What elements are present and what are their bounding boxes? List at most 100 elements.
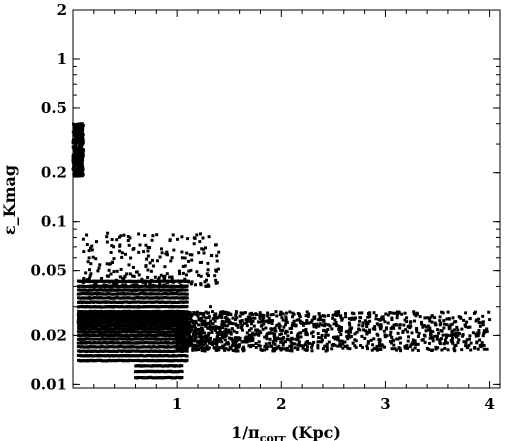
- data-point: [280, 316, 284, 320]
- data-point: [203, 342, 207, 346]
- data-point: [220, 314, 224, 318]
- data-point: [307, 312, 311, 316]
- data-point: [453, 348, 457, 352]
- data-point: [373, 325, 377, 329]
- data-point: [316, 344, 320, 348]
- data-point: [85, 243, 89, 247]
- data-point: [186, 331, 190, 335]
- x-tick-label: 4: [484, 395, 494, 413]
- data-point: [185, 300, 189, 304]
- data-point: [373, 327, 377, 331]
- data-point: [322, 319, 326, 323]
- data-point: [289, 346, 293, 350]
- data-point: [312, 340, 316, 344]
- data-point: [145, 257, 149, 261]
- data-point: [190, 318, 193, 322]
- data-point: [468, 316, 472, 320]
- data-point: [178, 349, 182, 353]
- data-point: [381, 317, 385, 321]
- data-point: [311, 335, 315, 338]
- data-point: [180, 347, 184, 351]
- data-point: [280, 347, 284, 351]
- data-point: [440, 310, 444, 314]
- data-point: [79, 323, 83, 327]
- data-point: [297, 340, 301, 344]
- data-point: [114, 288, 118, 292]
- data-point: [89, 272, 93, 276]
- data-point: [109, 341, 113, 345]
- data-point: [218, 346, 222, 350]
- data-point: [428, 341, 431, 345]
- data-point: [254, 346, 258, 349]
- data-point: [330, 327, 334, 331]
- data-point: [81, 174, 85, 178]
- data-point: [216, 267, 220, 271]
- data-point: [348, 323, 352, 327]
- data-point: [343, 340, 347, 344]
- data-point: [193, 344, 197, 348]
- data-point: [284, 315, 288, 319]
- data-point: [208, 324, 212, 328]
- data-point: [88, 284, 92, 288]
- data-point: [209, 326, 213, 330]
- data-point: [317, 340, 320, 344]
- data-point: [409, 343, 413, 347]
- data-point: [417, 331, 421, 335]
- data-point: [76, 153, 80, 157]
- data-point: [200, 337, 204, 341]
- data-point: [91, 359, 95, 363]
- data-point: [194, 312, 198, 315]
- data-point: [90, 349, 94, 353]
- data-point: [481, 323, 485, 327]
- data-point: [188, 316, 192, 320]
- data-point: [464, 311, 468, 315]
- data-point: [109, 330, 113, 334]
- data-point: [152, 370, 156, 374]
- data-point: [202, 251, 206, 255]
- data-point: [339, 333, 343, 337]
- data-point: [91, 310, 95, 314]
- data-point: [302, 321, 306, 325]
- data-point: [226, 340, 230, 344]
- outlier-point: [337, 310, 341, 314]
- data-point: [185, 296, 189, 300]
- data-point: [485, 330, 489, 333]
- data-point: [292, 312, 296, 316]
- data-point: [465, 320, 469, 324]
- data-point: [251, 319, 255, 323]
- data-point: [391, 311, 395, 315]
- data-point: [293, 346, 297, 350]
- data-point: [477, 317, 481, 321]
- data-point: [73, 174, 77, 178]
- data-point: [436, 346, 440, 350]
- data-point: [286, 334, 290, 338]
- data-point: [185, 311, 189, 315]
- data-point: [468, 325, 472, 329]
- x-axis: 1 2 3 4: [93, 10, 495, 413]
- data-point: [368, 328, 372, 332]
- data-point: [296, 346, 300, 350]
- data-point: [74, 161, 78, 165]
- data-point: [381, 344, 385, 348]
- data-point: [221, 344, 225, 348]
- data-point: [449, 338, 453, 342]
- data-point: [222, 324, 226, 328]
- data-point: [184, 322, 188, 326]
- data-point: [193, 236, 197, 240]
- data-point: [263, 335, 267, 339]
- data-point: [127, 263, 131, 267]
- data-point: [331, 335, 335, 339]
- data-point: [206, 347, 210, 351]
- data-point: [207, 274, 210, 278]
- data-point: [352, 317, 356, 321]
- data-point: [119, 267, 123, 271]
- data-point: [134, 312, 138, 316]
- data-point: [250, 335, 254, 339]
- data-point: [88, 312, 91, 316]
- data-point: [137, 273, 141, 277]
- data-point: [98, 263, 102, 267]
- data-point: [229, 347, 233, 351]
- data-point: [187, 259, 190, 263]
- data-point: [192, 312, 196, 316]
- data-point: [266, 314, 270, 318]
